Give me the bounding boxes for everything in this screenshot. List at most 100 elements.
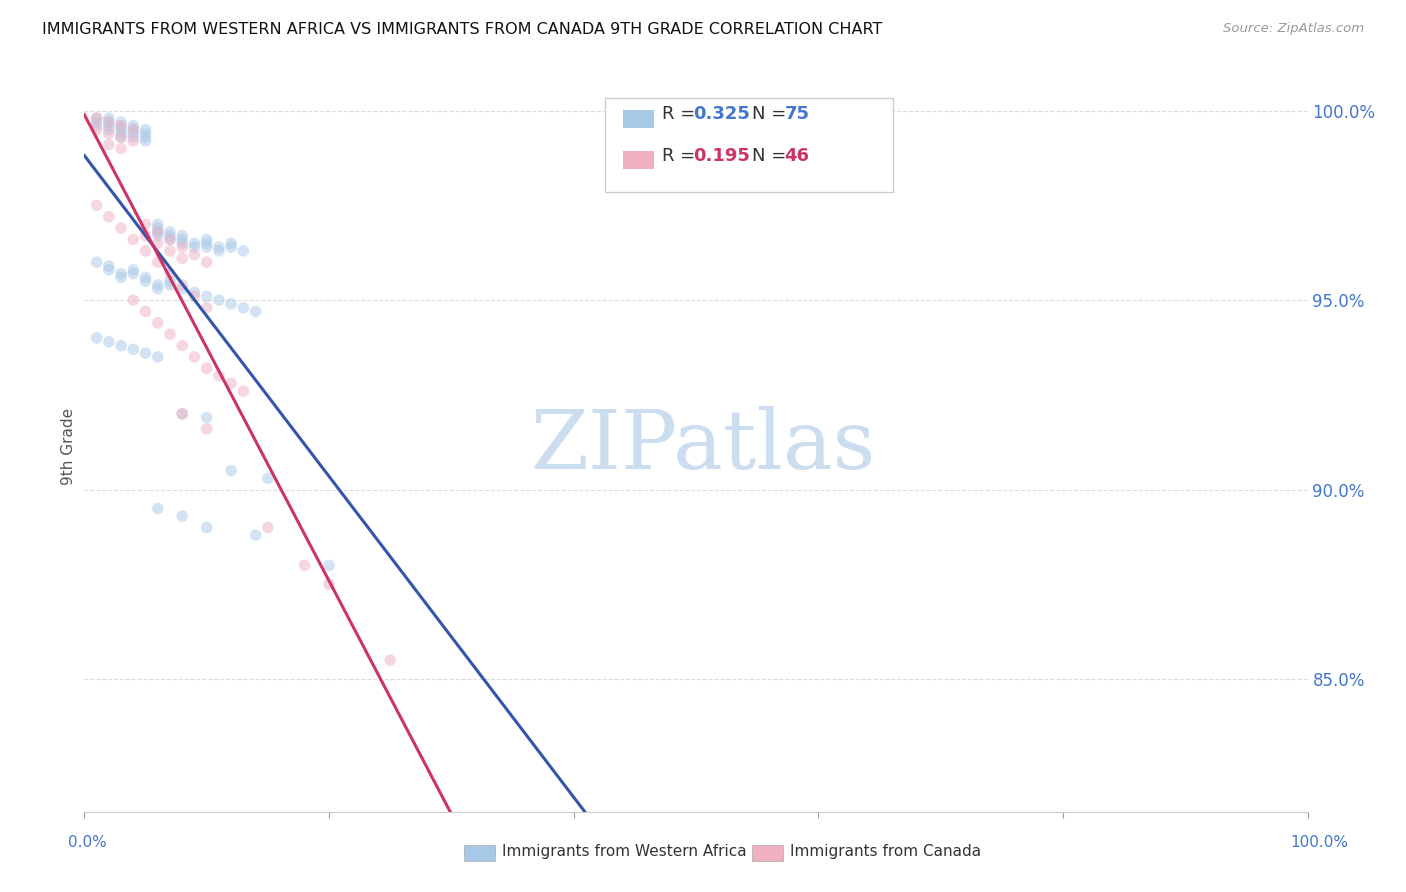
Point — [219, 240, 242, 254]
Point — [232, 244, 254, 258]
Point — [135, 274, 157, 288]
Point — [110, 130, 132, 145]
Point — [122, 232, 145, 246]
Point — [97, 122, 120, 136]
Point — [97, 111, 120, 125]
Point — [257, 520, 280, 534]
Point — [318, 558, 340, 573]
Point — [159, 232, 181, 246]
Text: 46: 46 — [785, 147, 810, 165]
Point — [110, 122, 132, 136]
Point — [172, 338, 194, 352]
Point — [172, 407, 194, 421]
Point — [122, 343, 145, 357]
Point — [146, 225, 169, 239]
Point — [86, 111, 108, 125]
Point — [159, 274, 181, 288]
Point — [195, 361, 218, 376]
Point — [172, 277, 194, 292]
Point — [146, 217, 169, 231]
Point — [183, 240, 205, 254]
Point — [232, 301, 254, 315]
Point — [219, 297, 242, 311]
Point — [97, 115, 120, 129]
Point — [159, 244, 181, 258]
Point — [146, 228, 169, 243]
Point — [159, 225, 181, 239]
Text: R =: R = — [662, 105, 702, 123]
Text: Immigrants from Canada: Immigrants from Canada — [790, 845, 981, 859]
Point — [97, 334, 120, 349]
Point — [122, 122, 145, 136]
Point — [195, 410, 218, 425]
Point — [86, 331, 108, 345]
Point — [135, 304, 157, 318]
Point — [135, 130, 157, 145]
Point — [110, 119, 132, 133]
Point — [146, 316, 169, 330]
Point — [97, 259, 120, 273]
Point — [135, 126, 157, 140]
Text: 0.195: 0.195 — [693, 147, 749, 165]
Text: IMMIGRANTS FROM WESTERN AFRICA VS IMMIGRANTS FROM CANADA 9TH GRADE CORRELATION C: IMMIGRANTS FROM WESTERN AFRICA VS IMMIGR… — [42, 22, 883, 37]
Point — [135, 134, 157, 148]
Point — [172, 252, 194, 266]
Point — [146, 282, 169, 296]
Point — [245, 528, 267, 542]
Point — [172, 509, 194, 524]
Point — [172, 232, 194, 246]
Point — [146, 255, 169, 269]
Point — [159, 267, 181, 281]
Point — [159, 232, 181, 246]
Point — [135, 346, 157, 360]
Text: R =: R = — [662, 147, 702, 165]
Point — [97, 115, 120, 129]
Point — [232, 384, 254, 398]
Point — [195, 289, 218, 303]
Point — [195, 520, 218, 534]
Text: 0.325: 0.325 — [693, 105, 749, 123]
Point — [97, 210, 120, 224]
Point — [135, 270, 157, 285]
Point — [195, 301, 218, 315]
Point — [122, 134, 145, 148]
Point — [183, 289, 205, 303]
Point — [122, 126, 145, 140]
Point — [97, 119, 120, 133]
Text: Source: ZipAtlas.com: Source: ZipAtlas.com — [1223, 22, 1364, 36]
Point — [110, 338, 132, 352]
Point — [172, 240, 194, 254]
Text: 100.0%: 100.0% — [1289, 836, 1348, 850]
Point — [146, 221, 169, 235]
Point — [135, 122, 157, 136]
Point — [86, 111, 108, 125]
Point — [97, 262, 120, 277]
Point — [122, 119, 145, 133]
Point — [110, 267, 132, 281]
Y-axis label: 9th Grade: 9th Grade — [60, 408, 76, 484]
Text: ZIPatlas: ZIPatlas — [530, 406, 876, 486]
Point — [380, 653, 402, 667]
Point — [172, 236, 194, 251]
Point — [122, 122, 145, 136]
Point — [86, 198, 108, 212]
Point — [208, 244, 231, 258]
Point — [110, 115, 132, 129]
Point — [219, 376, 242, 391]
Text: N =: N = — [752, 105, 792, 123]
Point — [110, 130, 132, 145]
Point — [146, 225, 169, 239]
Point — [183, 236, 205, 251]
Point — [172, 228, 194, 243]
Point — [195, 236, 218, 251]
Point — [208, 368, 231, 383]
Text: Immigrants from Western Africa: Immigrants from Western Africa — [502, 845, 747, 859]
Point — [122, 267, 145, 281]
Point — [195, 232, 218, 246]
Point — [318, 577, 340, 591]
Point — [97, 126, 120, 140]
Point — [135, 228, 157, 243]
Point — [195, 255, 218, 269]
Point — [195, 422, 218, 436]
Point — [219, 236, 242, 251]
